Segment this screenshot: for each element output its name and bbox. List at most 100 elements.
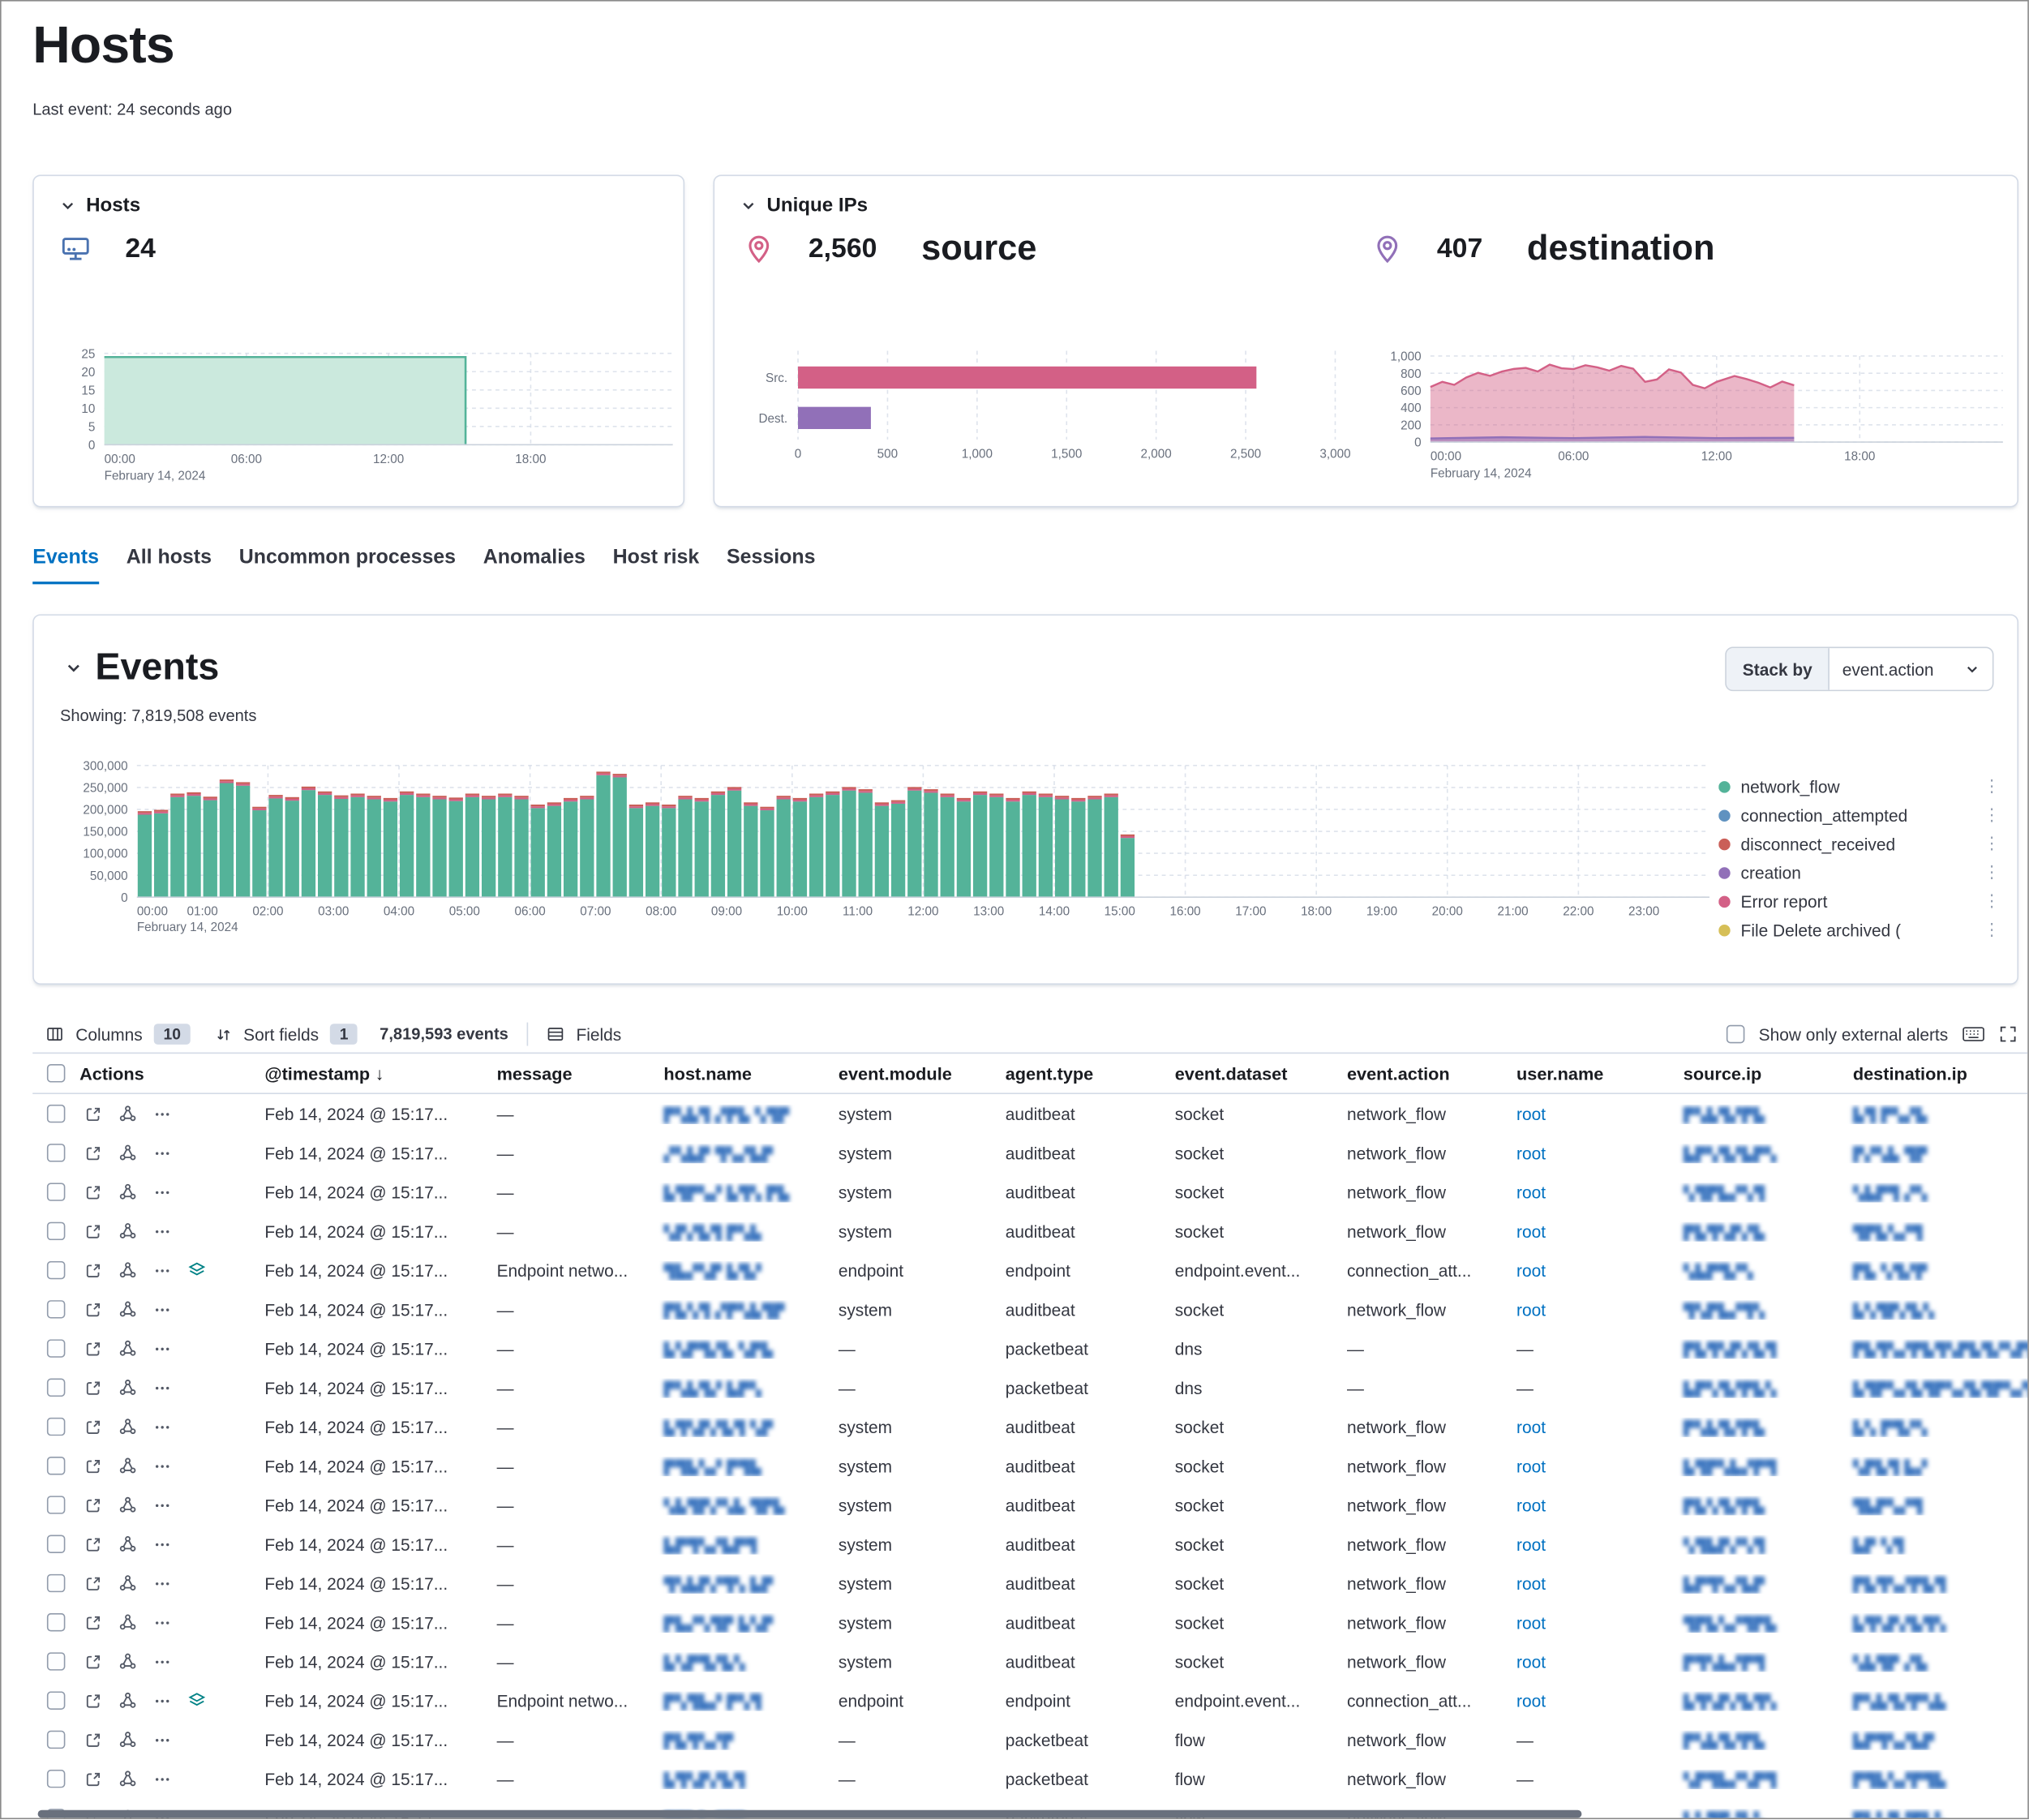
column-header-destinationip[interactable]: destination.ip — [1852, 1063, 1967, 1084]
tab-uncommon-processes[interactable]: Uncommon processes — [238, 546, 457, 569]
source-ip-cell[interactable]: ▛▚▙▜▞▛▙ — [1683, 1107, 1765, 1124]
expand-event-icon[interactable] — [85, 1496, 102, 1513]
source-ip-cell[interactable]: ▙▚▜▛▞▙▚ — [1675, 1808, 1845, 1818]
row-checkbox[interactable] — [46, 1652, 66, 1671]
more-actions-icon[interactable] — [154, 1535, 171, 1552]
tab-anomalies[interactable]: Anomalies — [483, 546, 586, 569]
row-checkbox[interactable] — [46, 1104, 66, 1123]
column-header-sourceip[interactable]: source.ip — [1683, 1063, 1762, 1084]
host-name-cell[interactable]: ▛▚▙▜▞ ▙▛▚ — [663, 1381, 762, 1397]
legend-item-menu-icon[interactable]: ⋮ — [1983, 919, 2001, 939]
user-name-cell[interactable]: root — [1516, 1104, 1546, 1124]
more-actions-icon[interactable] — [154, 1222, 171, 1239]
source-ip-cell[interactable]: ▙▛▚▜▞▙▛▚ — [1683, 1147, 1778, 1163]
more-actions-icon[interactable] — [154, 1379, 171, 1396]
endpoint-event-icon[interactable] — [188, 1261, 207, 1280]
host-name-cell[interactable]: ▙▜▚▛▞▙▜ — [663, 1772, 746, 1789]
host-name-cell[interactable]: ▛▜▙▚▞ ▛▜▙ — [663, 1460, 762, 1476]
destination-ip-cell[interactable]: ▛▞▚▙ ▜▛ — [1852, 1147, 1928, 1163]
column-header-timestamp[interactable]: @timestamp ↓ — [264, 1063, 384, 1084]
destination-ip-cell[interactable]: ▜▙▛▚▞▜ — [1852, 1499, 1924, 1515]
column-header-hostname[interactable]: host.name — [663, 1063, 752, 1084]
host-name-cell[interactable]: ▙▛▜▚▞▙▛▜ — [663, 1538, 757, 1554]
legend-item-network-flow[interactable]: network_flow ⋮ — [1718, 772, 2005, 801]
destination-ip-cell[interactable]: ▙▜ ▛▚▞▙ — [1852, 1107, 1928, 1124]
host-name-cell[interactable]: ▛▚▙▜ ▞▛▙ ▚▜▛ — [663, 1107, 790, 1124]
user-name-cell[interactable]: root — [1516, 1260, 1546, 1281]
row-checkbox[interactable] — [46, 1691, 66, 1710]
row-checkbox[interactable] — [46, 1535, 66, 1554]
columns-button[interactable]: Columns — [75, 1024, 143, 1045]
source-ip-cell[interactable]: ▛▚▙▜▞▛▙ — [1683, 1420, 1765, 1437]
expand-event-icon[interactable] — [85, 1419, 102, 1436]
more-actions-icon[interactable] — [154, 1457, 171, 1474]
source-ip-cell[interactable]: ▛▙▜▚▛▞▙▜ — [1683, 1342, 1778, 1359]
expand-event-icon[interactable] — [85, 1731, 102, 1748]
destination-ip-cell[interactable]: ▛▙▜▚▞▛▙▜ — [1852, 1577, 1947, 1594]
destination-ip-cell[interactable]: ▙▛▜▚▞▙▛ — [1852, 1733, 1935, 1749]
analyze-event-icon[interactable] — [118, 1339, 137, 1358]
tab-sessions[interactable]: Sessions — [727, 546, 816, 569]
row-checkbox[interactable] — [46, 1457, 66, 1475]
row-checkbox[interactable] — [46, 1339, 66, 1358]
legend-item-menu-icon[interactable]: ⋮ — [1983, 775, 2001, 796]
analyze-event-icon[interactable] — [118, 1613, 137, 1632]
more-actions-icon[interactable] — [154, 1105, 171, 1122]
destination-ip-cell[interactable]: ▙▜▛▚▞▙▜▛▚▞▙▜▛▚▞▙ — [1852, 1381, 2029, 1397]
analyze-event-icon[interactable] — [118, 1691, 137, 1710]
analyze-event-icon[interactable] — [118, 1300, 137, 1319]
host-name-cell[interactable]: ▙▜▚▛▞▙▜ ▚▛ — [663, 1420, 774, 1437]
user-name-cell[interactable]: root — [1516, 1456, 1546, 1476]
host-name-cell[interactable]: ▜▚▙▛▞▜▚ ▙▛ — [663, 1577, 774, 1594]
expand-event-icon[interactable] — [85, 1771, 102, 1788]
analyze-event-icon[interactable] — [118, 1183, 137, 1201]
destination-ip-cell[interactable]: ▙▜▚▛▞▙▜▚ — [1852, 1616, 1947, 1633]
tab-events[interactable]: Events — [32, 547, 99, 585]
legend-item-file-delete-archived[interactable]: File Delete archived (⋮ — [1718, 916, 2005, 939]
more-actions-icon[interactable] — [154, 1144, 171, 1161]
expand-event-icon[interactable] — [85, 1183, 102, 1200]
host-name-cell[interactable]: ▚▙▜▛▞▚▙ ▜▛▙ — [663, 1499, 786, 1515]
host-name-cell[interactable]: ▜▙▞▚▛ ▙▜▞ — [663, 1264, 762, 1281]
user-name-cell[interactable]: root — [1516, 1221, 1546, 1241]
analyze-event-icon[interactable] — [118, 1105, 137, 1123]
host-name-cell[interactable]: ▚▛▞▙▜ ▛▚▙ — [663, 1225, 762, 1241]
more-actions-icon[interactable] — [154, 1653, 171, 1670]
user-name-cell[interactable]: root — [1516, 1612, 1546, 1633]
more-actions-icon[interactable] — [154, 1771, 171, 1788]
destination-ip-cell[interactable]: ▚▛▙▜ ▙▞ — [1852, 1460, 1928, 1476]
source-ip-cell[interactable]: ▜▚▛▙▞▜▚ — [1683, 1303, 1765, 1320]
destination-ip-cell[interactable]: ▜▛▙▚▞▜ — [1852, 1225, 1924, 1241]
analyze-event-icon[interactable] — [118, 1457, 137, 1475]
expand-event-icon[interactable] — [85, 1105, 102, 1122]
user-name-cell[interactable]: root — [1516, 1495, 1546, 1515]
host-name-cell[interactable]: ▙▚▛▜▞▙▚ — [663, 1655, 746, 1672]
destination-ip-cell[interactable]: ▛▙▜▚▞▛▙▜▚▛▙▜▞▚▛▙ — [1852, 1342, 2029, 1359]
source-ip-cell[interactable]: ▛▙▜▚▛▞▙ — [1683, 1225, 1765, 1241]
expand-event-icon[interactable] — [85, 1653, 102, 1670]
column-header-eventdataset[interactable]: event.dataset — [1174, 1063, 1288, 1084]
destination-ip-cell[interactable]: ▙▚▜▛▞▙▚ — [1852, 1303, 1935, 1320]
host-name-cell[interactable]: ▛▙▞▚▜▛ ▙▚▛ — [663, 1616, 774, 1633]
more-actions-icon[interactable] — [154, 1731, 171, 1748]
expand-event-icon[interactable] — [85, 1457, 102, 1474]
row-checkbox[interactable] — [46, 1573, 66, 1593]
analyze-event-icon[interactable] — [118, 1379, 137, 1397]
row-checkbox[interactable] — [46, 1378, 66, 1397]
expand-event-icon[interactable] — [85, 1379, 102, 1396]
endpoint-event-icon[interactable] — [188, 1691, 207, 1710]
expand-event-icon[interactable] — [85, 1222, 102, 1239]
row-checkbox[interactable] — [46, 1144, 66, 1162]
row-checkbox[interactable] — [46, 1417, 66, 1436]
more-actions-icon[interactable] — [154, 1262, 171, 1279]
expand-event-icon[interactable] — [85, 1535, 102, 1552]
column-header-eventmodule[interactable]: event.module — [838, 1063, 952, 1084]
analyze-event-icon[interactable] — [118, 1652, 137, 1671]
legend-item-menu-icon[interactable]: ⋮ — [1983, 833, 2001, 853]
row-checkbox[interactable] — [46, 1300, 66, 1319]
source-ip-cell[interactable]: ▚▛▜▙▞▚▛▜ — [1683, 1772, 1778, 1789]
destination-ip-cell[interactable]: ▙▛ ▚▜ — [1852, 1538, 1905, 1554]
expand-event-icon[interactable] — [85, 1614, 102, 1631]
destination-ip-cell[interactable]: ▛▚▙▜▞▛▚▙ — [1852, 1694, 1947, 1711]
source-ip-cell[interactable]: ▛▙▚▜▞▛▙ — [1683, 1499, 1765, 1515]
